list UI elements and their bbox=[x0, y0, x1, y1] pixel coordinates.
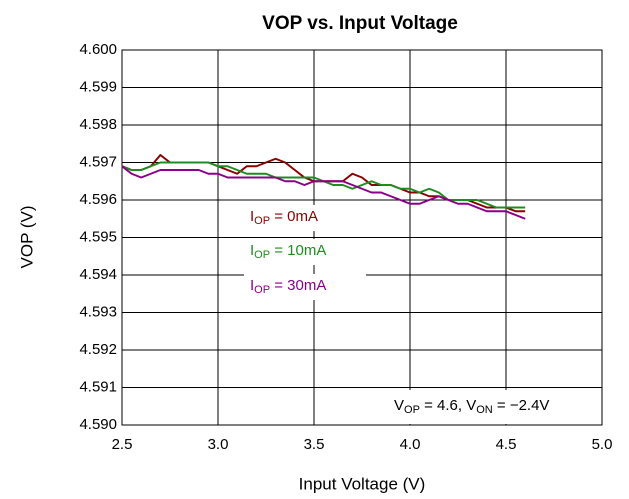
annotation-part: ON bbox=[476, 404, 493, 416]
plot-frame bbox=[121, 49, 603, 426]
legend-label-part: I bbox=[250, 277, 254, 294]
legend-label: IOP = 30mA bbox=[250, 277, 326, 296]
legend-label-part: = 30mA bbox=[270, 277, 326, 294]
legend-label: IOP = 0mA bbox=[250, 208, 318, 227]
annotation-part: OP bbox=[404, 404, 420, 416]
y-tick-label: 4.597 bbox=[79, 153, 117, 170]
legend-label-part: OP bbox=[254, 249, 270, 261]
legend-label-part: OP bbox=[254, 284, 270, 296]
legend-label-part: OP bbox=[254, 215, 270, 227]
series-line bbox=[121, 165, 526, 220]
y-tick-label: 4.590 bbox=[79, 416, 117, 433]
legend-background bbox=[244, 274, 366, 300]
x-tick-label: 3.5 bbox=[304, 436, 325, 453]
x-tick-label: 5.0 bbox=[592, 436, 613, 453]
legend-label-part: = 0mA bbox=[270, 208, 318, 225]
annotation-part: = −2.4V bbox=[493, 397, 550, 414]
annotation-part: = 4.6, V bbox=[420, 397, 476, 414]
legend-background bbox=[244, 205, 366, 231]
legend-label: IOP = 10mA bbox=[250, 242, 326, 261]
y-tick-label: 4.591 bbox=[79, 378, 117, 395]
y-tick-label: 4.593 bbox=[79, 303, 117, 320]
y-tick-label: 4.596 bbox=[79, 191, 117, 208]
y-tick-label: 4.600 bbox=[79, 41, 117, 58]
annotation-box bbox=[388, 390, 601, 424]
y-tick-label: 4.599 bbox=[79, 78, 117, 95]
x-tick-label: 2.5 bbox=[112, 436, 133, 453]
y-tick-label: 4.595 bbox=[79, 228, 117, 245]
legend-label-part: I bbox=[250, 208, 254, 225]
x-tick-label: 4.0 bbox=[400, 436, 421, 453]
annotation-part: V bbox=[394, 397, 404, 414]
legend-background bbox=[244, 239, 366, 265]
y-tick-label: 4.592 bbox=[79, 341, 117, 358]
y-tick-label: 4.594 bbox=[79, 266, 117, 283]
x-tick-label: 3.0 bbox=[208, 436, 229, 453]
legend-label-part: I bbox=[250, 242, 254, 259]
x-axis-label: Input Voltage (V) bbox=[299, 474, 426, 493]
y-tick-label: 4.598 bbox=[79, 116, 117, 133]
legend-label-part: = 10mA bbox=[270, 242, 326, 259]
y-axis-label: VOP (V) bbox=[17, 206, 36, 269]
chart-title: VOP vs. Input Voltage bbox=[262, 13, 458, 34]
annotation: VOP = 4.6, VON = −2.4V bbox=[394, 397, 549, 416]
x-tick-label: 4.5 bbox=[496, 436, 517, 453]
